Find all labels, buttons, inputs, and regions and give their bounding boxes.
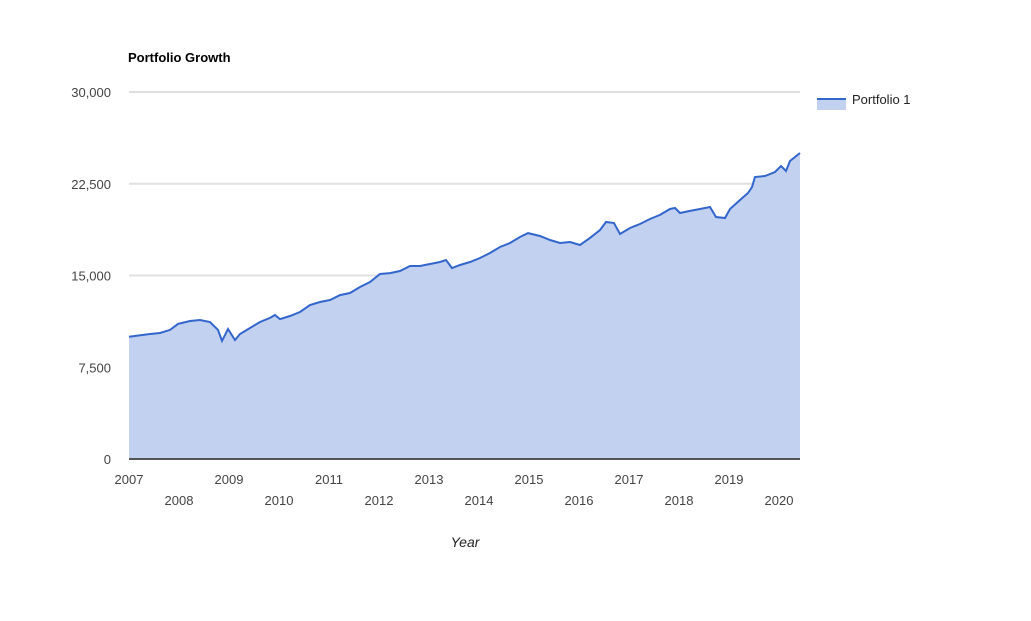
x-tick-label: 2018 [665, 493, 694, 508]
x-tick-label: 2012 [365, 493, 394, 508]
x-tick-label: 2007 [115, 472, 144, 487]
x-tick-label: 2016 [565, 493, 594, 508]
y-tick-label: 7,500 [78, 360, 111, 375]
y-tick-label: 22,500 [71, 177, 111, 192]
legend[interactable]: Portfolio 1 [817, 92, 911, 110]
y-tick-label: 30,000 [71, 85, 111, 100]
legend-swatch-portfolio-1 [817, 98, 846, 110]
x-tick-label: 2008 [165, 493, 194, 508]
x-tick-label: 2009 [215, 472, 244, 487]
y-axis-ticks: 0 7,500 15,000 22,500 30,000 [71, 85, 111, 467]
legend-label-portfolio-1: Portfolio 1 [852, 92, 911, 107]
x-tick-label: 2017 [615, 472, 644, 487]
chart-title: Portfolio Growth [128, 50, 231, 65]
x-axis-label: Year [451, 534, 481, 550]
x-axis-ticks: 2007 2008 2009 2010 2011 2012 2013 2014 2015 2016… [115, 472, 794, 508]
x-tick-label: 2010 [265, 493, 294, 508]
x-tick-label: 2011 [315, 472, 343, 487]
x-tick-label: 2020 [765, 493, 794, 508]
y-tick-label: 15,000 [71, 269, 111, 284]
x-tick-label: 2014 [465, 493, 494, 508]
y-tick-label: 0 [104, 452, 111, 467]
series-line-portfolio-1 [128, 152, 801, 344]
x-tick-label: 2013 [415, 472, 444, 487]
series-area-portfolio-1 [129, 153, 800, 459]
x-tick-label: 2019 [715, 472, 744, 487]
x-tick-label: 2015 [515, 472, 544, 487]
